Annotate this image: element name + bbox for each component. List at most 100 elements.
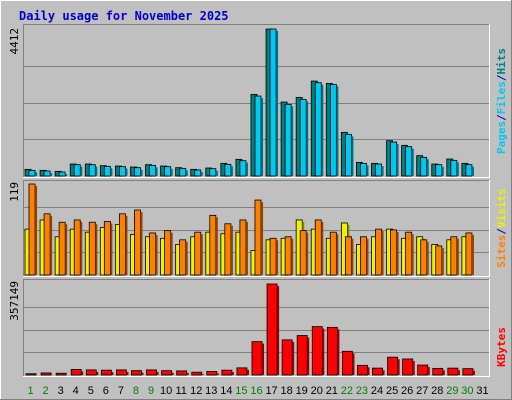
bar-shadow xyxy=(456,238,459,275)
bar-shadow xyxy=(366,165,369,176)
x-tick-day-4: 4 xyxy=(73,385,79,397)
bar-files-day-27 xyxy=(420,156,428,177)
bar-shadow xyxy=(397,359,400,375)
bar-kbytes-day-17 xyxy=(266,283,278,376)
panel-legend: Pages/Files/Hits xyxy=(495,48,508,154)
bar-shadow xyxy=(156,371,159,375)
bar-shadow xyxy=(141,372,144,375)
legend-item: / xyxy=(495,114,508,121)
bar-shadow xyxy=(185,170,188,176)
bar-shadow xyxy=(396,231,399,275)
bar-shadow xyxy=(366,238,369,275)
bar-shadow xyxy=(396,144,399,176)
bar-sites-day-18 xyxy=(284,236,292,276)
bar-shadow xyxy=(185,241,188,275)
bar-files-day-9 xyxy=(149,164,156,177)
bar-files-day-1 xyxy=(28,169,36,177)
bar-shadow xyxy=(215,170,218,176)
bar-kbytes-day-13 xyxy=(206,371,218,376)
bar-shadow xyxy=(472,370,475,375)
bar-shadow xyxy=(231,372,234,375)
bar-sites-day-24 xyxy=(375,228,382,276)
bar-sites-day-21 xyxy=(329,231,337,276)
bar-sites-day-22 xyxy=(344,236,352,276)
panel-legend: KBytes xyxy=(495,327,508,367)
bar-sites-day-25 xyxy=(390,229,398,276)
y-max-label: 4412 xyxy=(8,28,21,55)
bar-shadow xyxy=(200,234,203,275)
bar-shadow xyxy=(140,212,143,275)
x-tick-day-25: 25 xyxy=(386,385,398,397)
bar-sites-day-15 xyxy=(239,219,247,276)
bar-sites-day-8 xyxy=(134,209,141,276)
legend-item: Pages xyxy=(495,121,508,154)
bar-shadow xyxy=(442,370,445,375)
x-tick-day-9: 9 xyxy=(148,385,154,397)
bar-shadow xyxy=(381,166,384,176)
series-kbytes xyxy=(25,283,475,376)
bar-files-day-21 xyxy=(329,83,337,177)
legend-item: Hits xyxy=(495,48,508,75)
series-sites xyxy=(28,183,474,276)
panel-2: 119 Sites/Visits xyxy=(8,180,508,277)
bar-sites-day-7 xyxy=(118,213,126,276)
x-tick-day-13: 13 xyxy=(205,385,217,397)
bar-shadow xyxy=(306,232,309,275)
bar-shadow xyxy=(35,186,38,275)
bar-sites-day-26 xyxy=(405,231,413,276)
bar-sites-day-3 xyxy=(58,221,66,276)
y-max-label: 357149 xyxy=(8,281,21,321)
bar-files-day-25 xyxy=(390,141,398,177)
bar-kbytes-day-8 xyxy=(131,370,142,376)
bar-shadow xyxy=(80,166,83,176)
bar-shadow xyxy=(50,215,53,275)
x-tick-day-7: 7 xyxy=(118,385,124,397)
x-tick-day-29: 29 xyxy=(446,385,458,397)
bar-files-day-15 xyxy=(239,160,247,177)
bar-kbytes-day-27 xyxy=(417,364,429,376)
x-tick-day-24: 24 xyxy=(371,385,383,397)
bar-shadow xyxy=(471,166,474,176)
bar-kbytes-day-14 xyxy=(221,369,233,376)
bar-files-day-5 xyxy=(88,164,96,177)
bar-sites-day-29 xyxy=(450,236,458,276)
bar-files-day-7 xyxy=(118,166,126,177)
bar-kbytes-day-25 xyxy=(387,356,399,376)
bar-kbytes-day-16 xyxy=(251,341,263,376)
bar-files-day-14 xyxy=(224,163,232,177)
chart-panels: 4412Pages/Files/Hits119Sites/Visits35714… xyxy=(8,24,508,377)
bar-sites-day-4 xyxy=(73,219,81,276)
x-tick-day-31: 31 xyxy=(476,385,488,397)
bar-sites-day-28 xyxy=(435,245,443,276)
bar-shadow xyxy=(155,167,158,176)
x-tick-day-22: 22 xyxy=(341,385,353,397)
bar-shadow xyxy=(201,374,204,375)
bar-shadow xyxy=(110,223,113,275)
bar-files-day-10 xyxy=(164,166,172,177)
bar-shadow xyxy=(426,159,429,176)
bar-files-day-11 xyxy=(179,167,187,177)
x-tick-day-21: 21 xyxy=(326,385,338,397)
bar-shadow xyxy=(412,360,415,375)
x-tick-day-20: 20 xyxy=(311,385,323,397)
bar-shadow xyxy=(216,373,219,375)
bar-sites-day-17 xyxy=(269,237,277,276)
x-tick-day-2: 2 xyxy=(43,385,49,397)
bar-shadow xyxy=(170,168,173,176)
x-tick-day-23: 23 xyxy=(356,385,368,397)
bar-shadow xyxy=(170,232,173,275)
bar-shadow xyxy=(125,168,128,176)
bar-shadow xyxy=(65,174,68,176)
bar-shadow xyxy=(95,224,98,275)
panel-legend: Sites/Visits xyxy=(495,188,508,268)
bar-sites-day-27 xyxy=(420,239,428,276)
bar-kbytes-day-28 xyxy=(432,367,444,376)
bar-kbytes-day-26 xyxy=(402,358,414,376)
bar-kbytes-day-7 xyxy=(115,369,127,376)
x-tick-day-12: 12 xyxy=(190,385,202,397)
bar-kbytes-day-11 xyxy=(176,370,188,376)
bar-shadow xyxy=(322,328,325,375)
bar-shadow xyxy=(155,234,158,275)
bar-shadow xyxy=(382,370,385,375)
